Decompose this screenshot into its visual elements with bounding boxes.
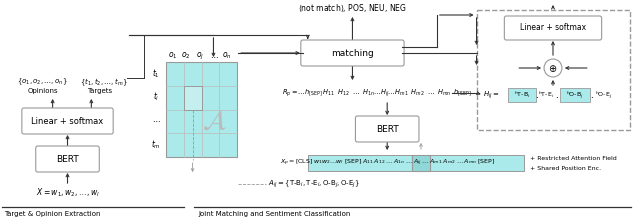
Text: $\langle$not match$\rangle$, POS, NEU, NEG: $\langle$not match$\rangle$, POS, NEU, N… <box>298 2 407 13</box>
FancyBboxPatch shape <box>308 155 524 171</box>
Text: $\cdots$: $\cdots$ <box>152 116 160 124</box>
Text: $t_m$: $t_m$ <box>151 139 161 151</box>
Text: $H_{ij} =$: $H_{ij} =$ <box>483 89 500 101</box>
FancyBboxPatch shape <box>36 146 99 172</box>
Text: $A_{ij} = \{\text{T-B}_i, \text{T-E}_i, \text{O-B}_j, \text{O-E}_j\}$: $A_{ij} = \{\text{T-B}_i, \text{T-E}_i, … <box>268 178 360 190</box>
FancyBboxPatch shape <box>477 10 630 130</box>
FancyBboxPatch shape <box>560 88 589 102</box>
Text: BERT: BERT <box>56 154 79 164</box>
Text: $\cdots$: $\cdots$ <box>210 51 219 61</box>
Text: $\mathcal{A}$: $\mathcal{A}$ <box>202 107 227 135</box>
Text: $o_j$: $o_j$ <box>196 50 205 62</box>
Text: Linear + softmax: Linear + softmax <box>31 116 104 126</box>
Text: $o_2$: $o_2$ <box>181 51 191 61</box>
Text: Opinions: Opinions <box>28 88 58 94</box>
Text: $\cdot$: $\cdot$ <box>535 91 539 99</box>
Text: $o_n$: $o_n$ <box>223 51 232 61</box>
FancyBboxPatch shape <box>355 116 419 142</box>
Text: Linear + softmax: Linear + softmax <box>520 23 586 32</box>
Text: $X_p = [\text{CLS}]\; w_1w_2\ldots w_l\; [\text{SEP}]\; A_{11}\; A_{12}\;\ldots\: $X_p = [\text{CLS}]\; w_1w_2\ldots w_l\;… <box>280 158 495 168</box>
Text: Joint Matching and Sentiment Classification: Joint Matching and Sentiment Classificat… <box>198 211 351 217</box>
Text: + Shared Position Enc.: + Shared Position Enc. <box>530 166 602 170</box>
Text: $\{o_1,o_2,\ldots,o_n\}$: $\{o_1,o_2,\ldots,o_n\}$ <box>17 77 68 87</box>
Text: $X = w_1,w_2,\ldots,w_l$: $X = w_1,w_2,\ldots,w_l$ <box>36 187 99 199</box>
Text: $\cdot$: $\cdot$ <box>590 91 593 99</box>
FancyBboxPatch shape <box>412 155 430 171</box>
FancyBboxPatch shape <box>166 62 237 157</box>
Text: $\cdot$: $\cdot$ <box>555 91 559 99</box>
Text: Targets: Targets <box>86 88 112 94</box>
FancyBboxPatch shape <box>22 108 113 134</box>
Text: BERT: BERT <box>376 124 399 133</box>
Text: matching: matching <box>331 48 374 57</box>
FancyBboxPatch shape <box>301 40 404 66</box>
Text: $R_p = \ldots h_{[\text{SEP}]}\; H_{11}\;\; H_{12}\;\;\ldots\;\; H_{1n}\ldots H_: $R_p = \ldots h_{[\text{SEP}]}\; H_{11}\… <box>282 88 472 98</box>
Text: $t_i$: $t_i$ <box>153 91 159 103</box>
Text: + Restricted Attention Field: + Restricted Attention Field <box>530 156 617 160</box>
Text: $o_1$: $o_1$ <box>168 51 177 61</box>
Text: $\oplus$: $\oplus$ <box>548 63 557 74</box>
Text: ${}^h\text{T-B}_i$: ${}^h\text{T-B}_i$ <box>514 90 531 100</box>
FancyBboxPatch shape <box>504 16 602 40</box>
Text: ${}^h\text{T-E}_i$: ${}^h\text{T-E}_i$ <box>538 90 554 100</box>
Text: Target & Opinion Extraction: Target & Opinion Extraction <box>4 211 100 217</box>
Text: ${}^h\text{O-E}_j$: ${}^h\text{O-E}_j$ <box>595 89 612 101</box>
Text: $\{t_1,t_2,\ldots,t_m\}$: $\{t_1,t_2,\ldots,t_m\}$ <box>81 76 128 88</box>
Text: ${}^h\text{O-B}_j$: ${}^h\text{O-B}_j$ <box>566 89 584 101</box>
FancyBboxPatch shape <box>508 88 536 102</box>
Text: $t_1$: $t_1$ <box>152 68 160 80</box>
FancyBboxPatch shape <box>184 86 202 109</box>
